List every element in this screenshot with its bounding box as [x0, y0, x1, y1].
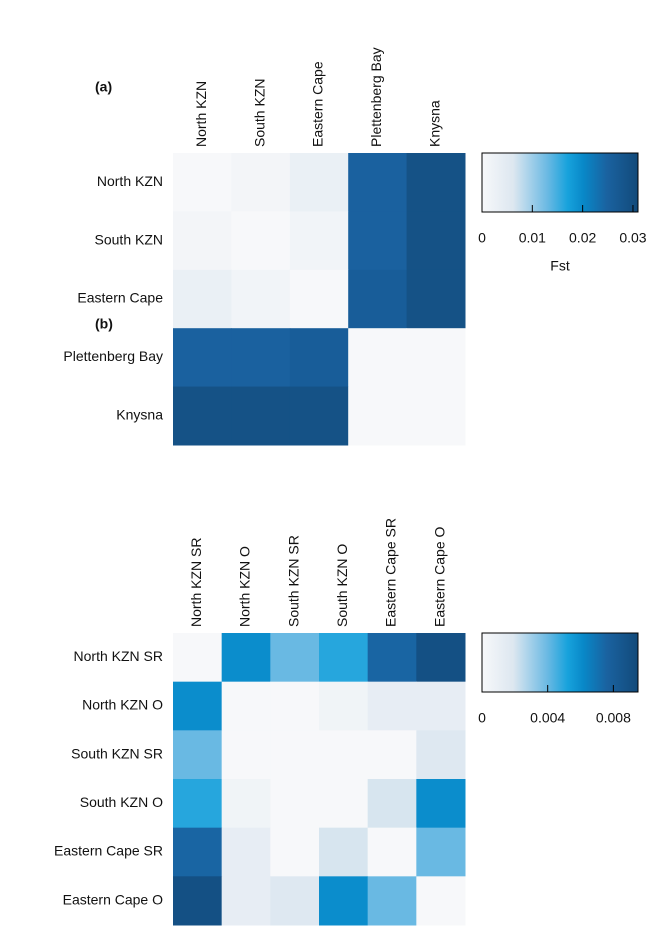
colorbar-tick-label: 0.004: [530, 710, 565, 726]
column-label: Eastern Cape: [310, 61, 326, 147]
colorbar-tick-label: 0: [478, 230, 486, 246]
column-label: Eastern Cape O: [431, 527, 447, 627]
column-label: South KZN: [251, 79, 267, 147]
row-label: South KZN O: [80, 794, 163, 810]
heatmap-cell: [173, 153, 232, 212]
colorbar-tick-label: 0.01: [519, 230, 546, 246]
heatmap-cell: [319, 633, 369, 683]
column-label: North KZN: [193, 81, 209, 147]
heatmap-cell: [319, 827, 369, 877]
heatmap-cell: [173, 827, 223, 877]
colorbar-tick-label: 0.008: [596, 710, 631, 726]
row-label: Knysna: [116, 407, 163, 423]
column-label: Knysna: [427, 100, 443, 147]
row-label: North KZN SR: [74, 648, 163, 664]
row-label: South KZN SR: [71, 745, 163, 761]
heatmap-cell: [348, 153, 408, 212]
heatmap-cell: [173, 681, 223, 731]
heatmap-cell: [406, 386, 466, 446]
heatmap-cell: [231, 211, 291, 271]
heatmap-cell: [221, 681, 271, 731]
heatmap-cell: [319, 876, 369, 926]
heatmap-cell: [173, 876, 223, 926]
row-label: Eastern Cape: [77, 290, 163, 306]
row-label: North KZN O: [82, 697, 163, 713]
heatmap-cell: [231, 153, 291, 212]
colorbar-tick-label: 0.02: [569, 230, 596, 246]
heatmap-cell: [289, 386, 349, 446]
column-label: South KZN O: [334, 544, 350, 627]
heatmap-cell: [406, 211, 466, 271]
heatmap-cell: [348, 211, 408, 271]
heatmap-cell: [289, 211, 349, 271]
heatmap-cell: [270, 681, 320, 731]
heatmap-cell: [270, 876, 320, 926]
heatmap-cell: [231, 328, 291, 388]
heatmap-cell: [319, 681, 369, 731]
heatmap-cell: [173, 730, 223, 780]
panel-label: (b): [95, 316, 113, 332]
heatmap-cell: [173, 386, 232, 446]
heatmap-cell: [221, 633, 271, 683]
heatmap-cell: [319, 730, 369, 780]
heatmap-cell: [416, 730, 466, 780]
heatmap-cell: [221, 779, 271, 829]
heatmap-cell: [221, 876, 271, 926]
column-label: South KZN SR: [285, 535, 301, 627]
heatmap-cell: [173, 779, 223, 829]
row-label: North KZN: [97, 173, 163, 189]
colorbar-tick-label: 0.03: [619, 230, 646, 246]
colorbar: [481, 632, 639, 693]
heatmap-cell: [367, 876, 417, 926]
heatmap-cell: [270, 730, 320, 780]
heatmap-cell: [289, 153, 349, 212]
heatmap-cell: [270, 779, 320, 829]
heatmap-cell: [406, 153, 466, 212]
colorbar: [481, 152, 639, 213]
column-label: North KZN O: [237, 546, 253, 627]
heatmap-cell: [416, 827, 466, 877]
heatmap-cell: [221, 827, 271, 877]
heatmap-cell: [416, 876, 466, 926]
heatmap-cell: [173, 211, 232, 271]
column-label: Eastern Cape SR: [383, 518, 399, 627]
heatmap-cell: [348, 386, 408, 446]
heatmap-cell: [406, 269, 466, 329]
heatmap-cell: [289, 328, 349, 388]
column-label: North KZN SR: [188, 538, 204, 627]
heatmap-cell: [367, 827, 417, 877]
heatmap-cell: [173, 328, 232, 388]
colorbar-tick-label: 0: [478, 710, 486, 726]
row-label: South KZN: [95, 231, 163, 247]
column-label: Plettenberg Bay: [368, 47, 384, 147]
heatmap-cell: [367, 633, 417, 683]
heatmap-cell: [348, 328, 408, 388]
row-label: Eastern Cape O: [63, 891, 163, 907]
heatmap-cell: [270, 633, 320, 683]
row-label: Eastern Cape SR: [54, 843, 163, 859]
heatmap-cell: [221, 730, 271, 780]
heatmap-cell: [319, 779, 369, 829]
heatmap-cell: [173, 269, 232, 329]
heatmap-cell: [231, 269, 291, 329]
heatmap-cell: [367, 681, 417, 731]
heatmap-cell: [231, 386, 291, 446]
heatmap-cell: [416, 681, 466, 731]
panel-label: (a): [95, 79, 112, 95]
heatmap-cell: [367, 779, 417, 829]
heatmap-cell: [416, 633, 466, 683]
heatmap-cell: [367, 730, 417, 780]
heatmap-cell: [173, 633, 223, 683]
heatmap-cell: [348, 269, 408, 329]
heatmap-cell: [416, 779, 466, 829]
heatmap-cell: [406, 328, 466, 388]
heatmap-cell: [270, 827, 320, 877]
heatmap-cell: [289, 269, 349, 329]
colorbar-title: Fst: [550, 258, 570, 274]
row-label: Plettenberg Bay: [63, 348, 163, 364]
